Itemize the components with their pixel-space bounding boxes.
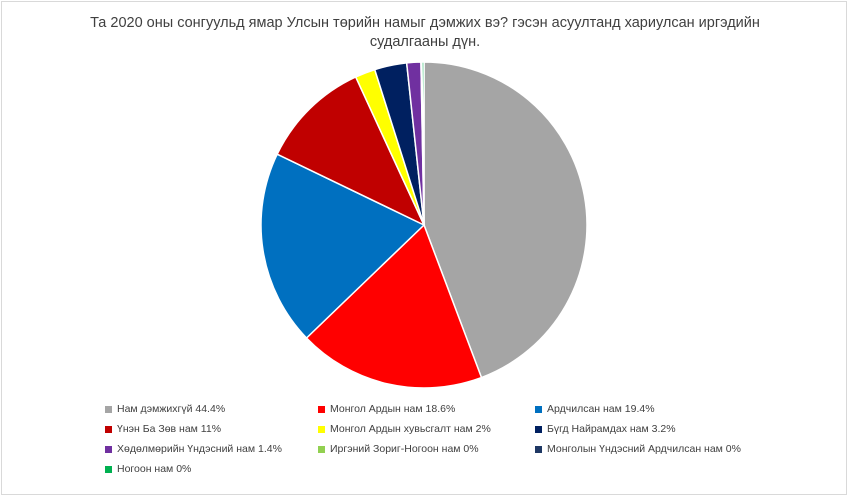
legend-item-7: Иргэний Зориг-Ногоон нам 0% xyxy=(318,442,479,456)
chart-title: Та 2020 оны сонгуульд ямар Улсын төрийн … xyxy=(70,14,780,52)
legend-label-5: Бүгд Найрамдах нам 3.2% xyxy=(547,423,676,435)
pie-slice-3 xyxy=(276,75,426,227)
legend-swatch-8 xyxy=(535,445,542,453)
legend-label-1: Монгол Ардын нам 18.6% xyxy=(330,403,456,415)
legend-item-0: Нам дэмжихгүй 44.4% xyxy=(105,402,225,416)
pie-slice-0 xyxy=(423,61,588,379)
legend-item-6: Хөдөлмөрийн Үндэсний нам 1.4% xyxy=(105,442,282,456)
legend-swatch-3 xyxy=(105,425,112,433)
chart-title-line-1: Та 2020 оны сонгуульд ямар Улсын төрийн … xyxy=(90,15,760,31)
legend-item-4: Монгол Ардын хувьсгалт нам 2% xyxy=(318,422,491,436)
legend-swatch-7 xyxy=(318,445,325,453)
legend-label-2: Ардчилсан нам 19.4% xyxy=(547,403,655,415)
legend-swatch-2 xyxy=(535,405,542,413)
legend-label-9: Ногоон нам 0% xyxy=(117,463,192,475)
chart-title-line-2: судалгааны дүн. xyxy=(369,34,481,50)
legend-swatch-6 xyxy=(105,445,112,453)
legend-label-7: Иргэний Зориг-Ногоон нам 0% xyxy=(330,443,479,455)
legend-swatch-4 xyxy=(318,425,325,433)
legend-item-3: Үнэн Ба Зөв нам 11% xyxy=(105,422,221,436)
legend-item-8: Монголын Үндэсний Ардчилсан нам 0% xyxy=(535,442,741,456)
pie-slice-2 xyxy=(260,153,426,340)
legend-label-0: Нам дэмжихгүй 44.4% xyxy=(117,403,226,415)
legend-label-6: Хөдөлмөрийн Үндэсний нам 1.4% xyxy=(117,443,282,455)
legend-label-8: Монголын Үндэсний Ардчилсан нам 0% xyxy=(547,443,741,455)
legend-item-9: Ногоон нам 0% xyxy=(105,462,191,476)
legend-swatch-0 xyxy=(105,405,112,413)
legend-label-4: Монгол Ардын хувьсгалт нам 2% xyxy=(330,423,491,435)
legend-item-5: Бүгд Найрамдах нам 3.2% xyxy=(535,422,676,436)
legend-label-3: Үнэн Ба Зөв нам 11% xyxy=(117,423,222,435)
legend-swatch-1 xyxy=(318,405,325,413)
legend-item-1: Монгол Ардын нам 18.6% xyxy=(318,402,455,416)
pie-slice-1 xyxy=(305,223,483,389)
legend-swatch-5 xyxy=(535,425,542,433)
pie-slice-9 xyxy=(421,61,425,226)
pie-slices xyxy=(260,61,588,389)
legend-item-2: Ардчилсан нам 19.4% xyxy=(535,402,655,416)
legend-swatch-9 xyxy=(105,465,112,473)
